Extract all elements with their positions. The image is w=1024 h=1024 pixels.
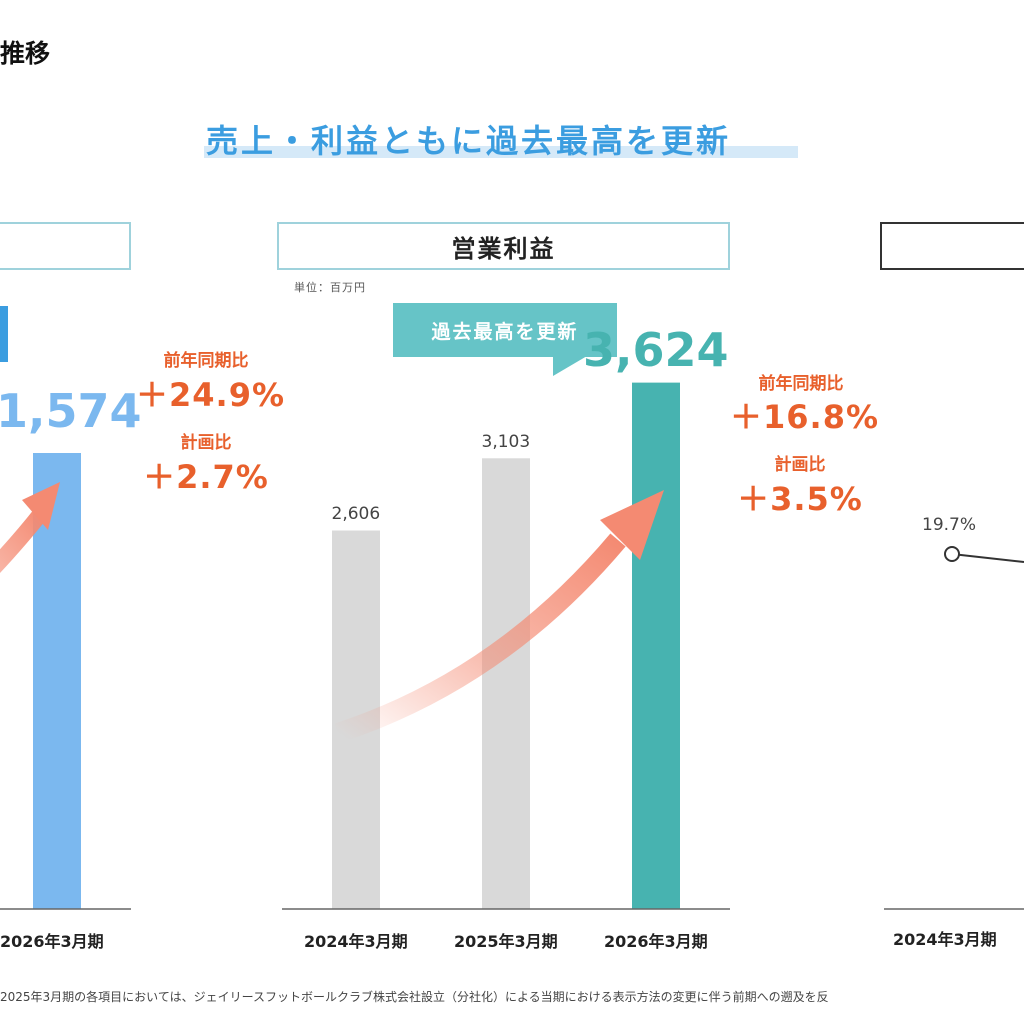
x-label-2025: 2025年3月期 [454, 932, 558, 951]
left-accent-block [0, 306, 8, 362]
record-callout-text: 過去最高を更新 [431, 320, 579, 343]
left-plan-label: 計画比 [180, 433, 232, 453]
center-panel-title-box: 営業利益 [277, 222, 730, 270]
right-x-label: 2024年3月期 [893, 930, 997, 949]
center-bars [332, 382, 680, 909]
right-point-label: 19.7% [922, 515, 977, 535]
center-arrow-shaft [334, 533, 626, 743]
page-title: 推移 [0, 39, 51, 68]
left-x-label: 2026年3月期 [0, 932, 104, 951]
footnote: 2025年3月期の各項目においては、ジェイリースフットボールクラブ株式会社設立（… [0, 990, 829, 1004]
center-yoy-value: ＋16.8% [730, 398, 880, 436]
point-2024-right [944, 546, 960, 562]
right-series-line [951, 553, 1024, 563]
center-arrow-head [600, 490, 664, 560]
bar-value-label-2025: 3,103 [481, 432, 531, 453]
left-big-value: 1,574 [0, 384, 142, 438]
bar-value-label-2024: 2,606 [331, 504, 381, 525]
left-arrow-head [22, 482, 60, 530]
bar-value-label-2026: 3,624 [583, 322, 729, 377]
right-panel-title-box [880, 222, 1024, 270]
left-panel-title-box [0, 222, 131, 270]
left-yoy-value: ＋24.9% [136, 376, 286, 414]
unit-label: 単位：百万円 [294, 281, 366, 294]
bar-2025年3月期 [482, 458, 530, 909]
x-label-2024: 2024年3月期 [304, 932, 408, 951]
x-label-2026: 2026年3月期 [604, 932, 708, 951]
bar-2026-left [33, 453, 81, 909]
left-plan-value: ＋2.7% [143, 458, 269, 496]
headline: 売上・利益ともに過去最高を更新 [206, 122, 732, 160]
center-plan-value: ＋3.5% [737, 480, 863, 518]
bar-2026年3月期 [632, 382, 680, 909]
center-panel-title: 営業利益 [451, 234, 556, 263]
record-callout-tail [553, 356, 587, 376]
headline-underline [204, 146, 798, 158]
record-callout: 過去最高を更新 [393, 303, 617, 357]
center-plan-label: 計画比 [774, 455, 826, 475]
center-yoy-label: 前年同期比 [758, 374, 844, 394]
left-yoy-label: 前年同期比 [163, 351, 249, 371]
